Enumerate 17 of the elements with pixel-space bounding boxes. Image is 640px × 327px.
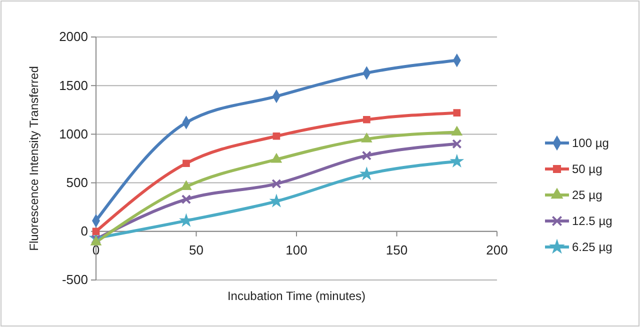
legend-label: 25 µg (572, 188, 602, 202)
legend-label: 12.5 µg (572, 214, 612, 228)
x-tick-label: 50 (189, 242, 204, 258)
legend-label: 50 µg (572, 162, 602, 176)
legend-label: 6.25 µg (572, 240, 612, 254)
y-tick-label: 1500 (59, 78, 88, 93)
y-tick-label: 0 (80, 224, 88, 239)
y-tick-label: -500 (62, 272, 88, 288)
x-tick-label: 100 (286, 242, 308, 258)
y-tick-label: 1000 (59, 126, 88, 142)
y-axis-title: Fluorescence Intensity Transferred (27, 66, 41, 251)
x-axis-title: Incubation Time (minutes) (227, 289, 366, 303)
x-tick-label: 150 (386, 242, 408, 258)
y-tick-label: 2000 (59, 29, 88, 44)
legend-label: 100 µg (572, 136, 609, 150)
x-tick-label: 200 (486, 242, 508, 258)
y-tick-label: 500 (66, 174, 88, 190)
